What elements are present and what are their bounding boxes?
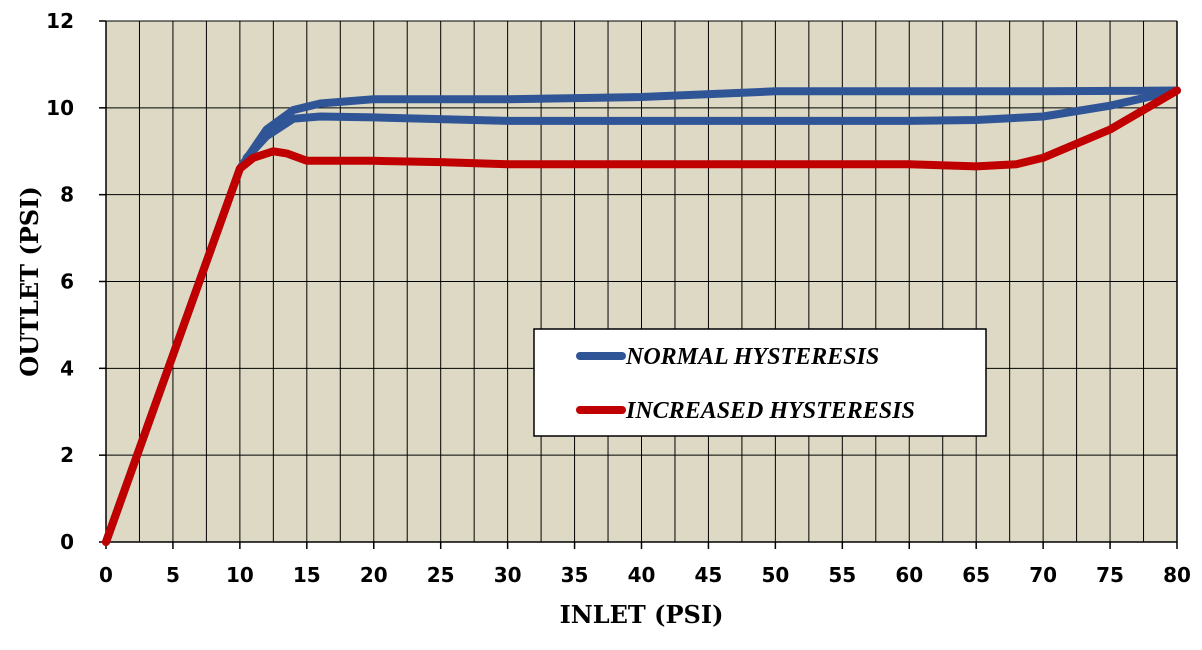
x-axis-title: INLET (PSI) bbox=[560, 600, 724, 629]
grid-lines bbox=[106, 20, 1177, 542]
y-tick-label: 8 bbox=[60, 183, 74, 207]
legend-label-normal: NORMAL HYSTERESIS bbox=[625, 344, 879, 370]
x-tick-label: 60 bbox=[895, 563, 923, 587]
y-tick-label: 4 bbox=[60, 356, 74, 380]
series-lines bbox=[102, 86, 1181, 546]
x-tick-label: 55 bbox=[828, 563, 856, 587]
x-tick-label: 10 bbox=[226, 563, 254, 587]
y-tick-label: 0 bbox=[60, 530, 74, 554]
x-tick-label: 0 bbox=[99, 563, 113, 587]
x-tick-label: 25 bbox=[427, 563, 455, 587]
legend: NORMAL HYSTERESIS INCREASED HYSTERESIS bbox=[533, 328, 987, 437]
x-tick-label: 75 bbox=[1096, 563, 1124, 587]
x-tick-label: 50 bbox=[761, 563, 789, 587]
x-tick-label: 65 bbox=[962, 563, 990, 587]
y-tick-label: 2 bbox=[60, 443, 74, 467]
x-tick-label: 15 bbox=[293, 563, 321, 587]
tick-labels: 0 5 10 15 20 25 30 35 40 45 50 55 60 65 70 75 80 0 2 4 6 8 10 1… bbox=[46, 9, 1191, 587]
y-tick-label: 10 bbox=[46, 96, 74, 120]
x-tick-label: 5 bbox=[166, 563, 180, 587]
legend-box bbox=[533, 328, 987, 437]
x-tick-label: 40 bbox=[628, 563, 656, 587]
legend-label-increased: INCREASED HYSTERESIS bbox=[625, 398, 915, 424]
x-tick-label: 70 bbox=[1029, 563, 1057, 587]
y-tick-label: 6 bbox=[60, 270, 74, 294]
x-tick-label: 30 bbox=[494, 563, 522, 587]
x-tick-label: 45 bbox=[695, 563, 723, 587]
x-tick-label: 80 bbox=[1163, 563, 1191, 587]
x-tick-label: 20 bbox=[360, 563, 388, 587]
x-tick-label: 35 bbox=[561, 563, 589, 587]
y-axis-title: OUTLET (PSI) bbox=[15, 186, 44, 376]
y-tick-label: 12 bbox=[46, 9, 74, 33]
axes bbox=[99, 20, 1178, 549]
series-line-increased-hysteresis bbox=[102, 86, 1181, 546]
